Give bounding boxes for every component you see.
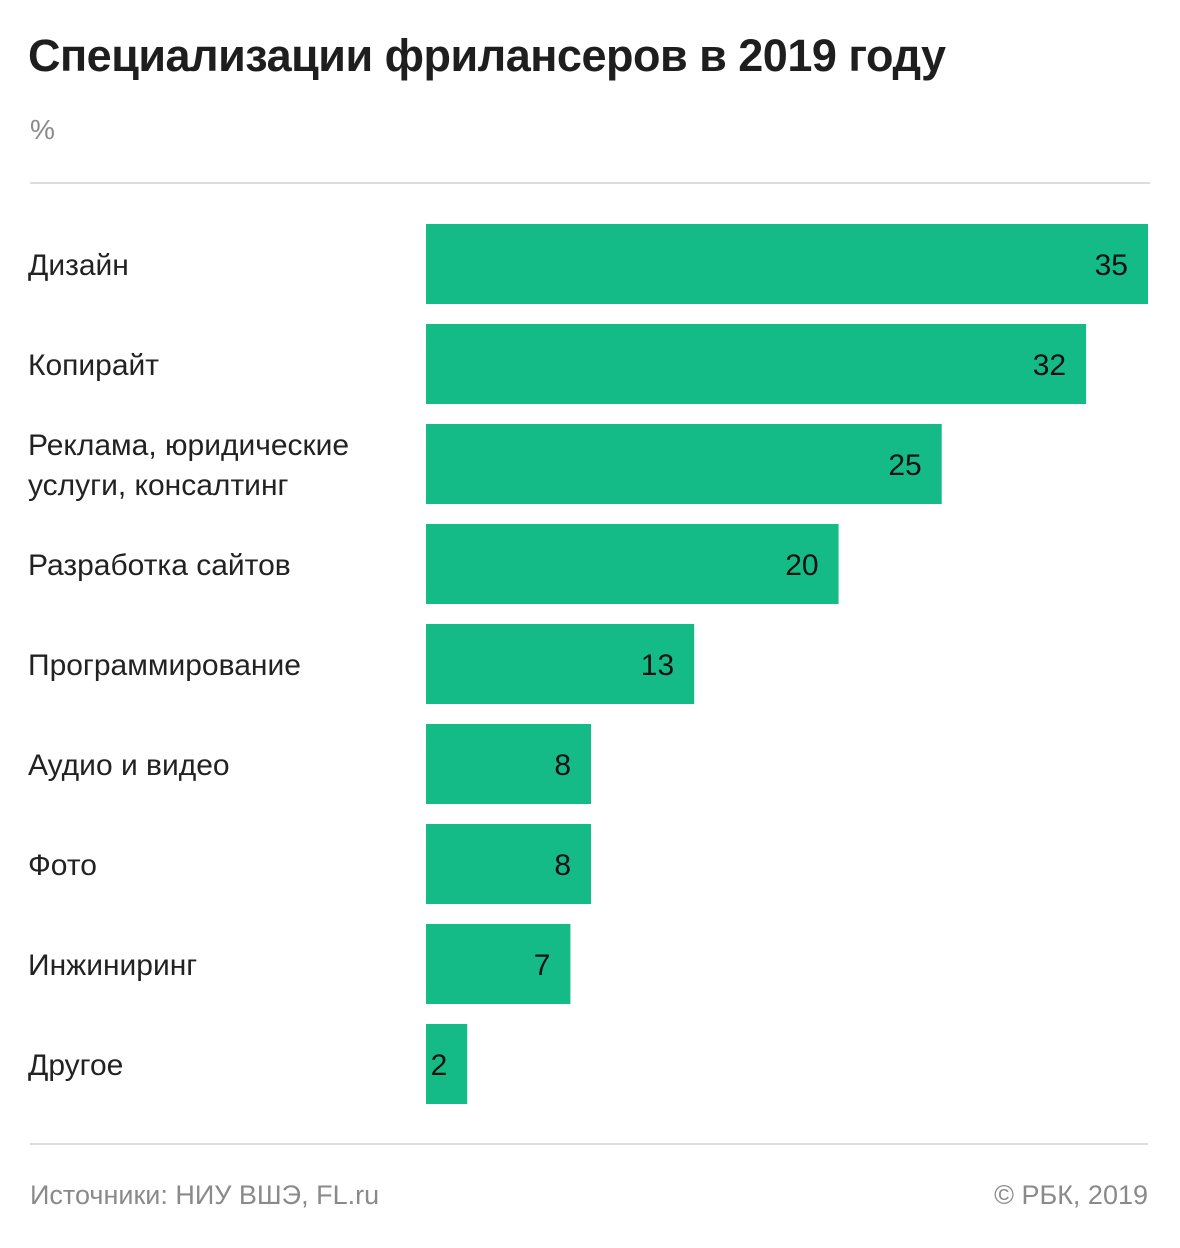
category-label-7: Фото bbox=[28, 849, 97, 882]
category-label-1: Дизайн bbox=[28, 249, 129, 282]
value-label-7: 8 bbox=[554, 849, 571, 882]
top-divider bbox=[30, 182, 1150, 184]
value-label-1: 35 bbox=[1095, 249, 1128, 282]
bar-1 bbox=[426, 224, 1148, 304]
category-label-line: Программирование bbox=[28, 649, 301, 682]
value-label-5: 13 bbox=[641, 649, 674, 682]
category-label-line: Копирайт bbox=[28, 349, 159, 382]
value-label-2: 32 bbox=[1033, 349, 1066, 382]
category-label-line: Аудио и видео bbox=[28, 749, 230, 782]
category-label-line: Дизайн bbox=[28, 249, 129, 282]
value-label-4: 20 bbox=[785, 549, 818, 582]
category-label-line: Фото bbox=[28, 849, 97, 882]
bar-8 bbox=[426, 924, 571, 1004]
category-label-4: Разработка сайтов bbox=[28, 549, 291, 582]
bar-4 bbox=[426, 524, 839, 604]
category-label-line: Реклама, юридические bbox=[28, 429, 349, 462]
unit-label: % bbox=[30, 114, 55, 145]
category-label-5: Программирование bbox=[28, 649, 301, 682]
bar-2 bbox=[426, 324, 1087, 404]
bottom-divider bbox=[30, 1143, 1148, 1145]
value-label-9: 2 bbox=[431, 1049, 448, 1082]
category-label-9: Другое bbox=[28, 1049, 123, 1082]
bar-6 bbox=[426, 724, 592, 804]
value-label-8: 7 bbox=[534, 949, 551, 982]
bar-9 bbox=[426, 1024, 468, 1104]
category-label-6: Аудио и видео bbox=[28, 749, 230, 782]
chart-title: Специализации фрилансеров в 2019 году bbox=[28, 30, 946, 81]
value-label-3: 25 bbox=[888, 449, 921, 482]
value-label-6: 8 bbox=[554, 749, 571, 782]
category-label-3: Реклама, юридические услуги, консалтинг bbox=[28, 429, 349, 502]
bar-7 bbox=[426, 824, 592, 904]
bar-5 bbox=[426, 624, 695, 704]
category-label-line: Другое bbox=[28, 1049, 123, 1082]
category-label-line: Инжиниринг bbox=[28, 949, 197, 982]
category-label-line: Разработка сайтов bbox=[28, 549, 291, 582]
source-note: Источники: НИУ ВШЭ, FL.ru bbox=[30, 1180, 380, 1210]
category-label-8: Инжиниринг bbox=[28, 949, 197, 982]
bar-3 bbox=[426, 424, 942, 504]
copyright-note: © РБК, 2019 bbox=[994, 1180, 1148, 1210]
category-label-line: услуги, консалтинг bbox=[28, 469, 289, 502]
category-label-2: Копирайт bbox=[28, 349, 159, 382]
